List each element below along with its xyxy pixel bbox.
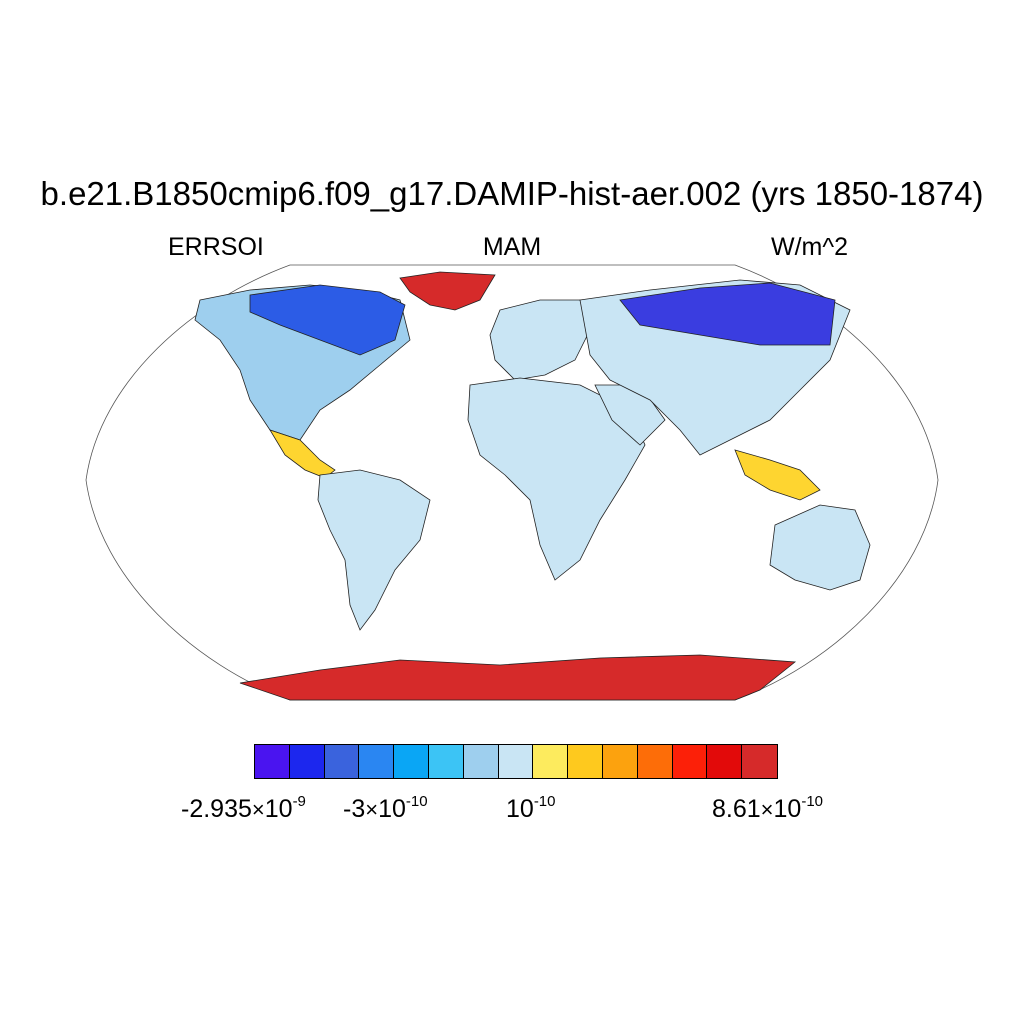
units-label: W/m^2 <box>771 233 849 261</box>
region-south-america <box>317 469 431 631</box>
colorbar-box-6 <box>428 745 464 778</box>
colorbar-box-4 <box>359 745 395 778</box>
colorbar-box-13 <box>672 745 708 778</box>
region-north-canada <box>249 284 406 356</box>
region-australia <box>769 504 871 591</box>
variable-label: ERRSOI <box>168 233 264 261</box>
colorbar-box-9 <box>533 745 569 778</box>
colorbar-box-1 <box>255 745 290 778</box>
colorbar-box-12 <box>637 745 673 778</box>
colorbar-box-14 <box>707 745 743 778</box>
colorbar-label-mid: 10-10 <box>506 793 556 823</box>
colorbar-label-neg: -3×10-10 <box>343 793 428 823</box>
colorbar-box-10 <box>568 745 603 778</box>
region-greenland <box>399 271 496 311</box>
season-label: MAM <box>482 233 542 261</box>
map-title: b.e21.B1850cmip6.f09_g17.DAMIP-hist-aer.… <box>40 175 984 212</box>
colorbar-label-min: -2.935×10-9 <box>181 793 306 823</box>
colorbar-box-8 <box>498 745 534 778</box>
colorbar-box-2 <box>289 745 325 778</box>
colorbar-box-5 <box>394 745 429 778</box>
colorbar-box-11 <box>602 745 638 778</box>
colorbar-label-max: 8.61×10-10 <box>712 793 824 823</box>
colorbar-box-7 <box>463 745 499 778</box>
region-siberia <box>619 282 836 346</box>
colorbar <box>254 744 778 779</box>
colorbar-box-15 <box>742 745 777 778</box>
region-antarctica <box>239 654 797 701</box>
colorbar-box-3 <box>324 745 360 778</box>
region-southeast-asia <box>734 449 821 501</box>
region-africa <box>467 377 646 581</box>
region-europe <box>489 299 591 381</box>
